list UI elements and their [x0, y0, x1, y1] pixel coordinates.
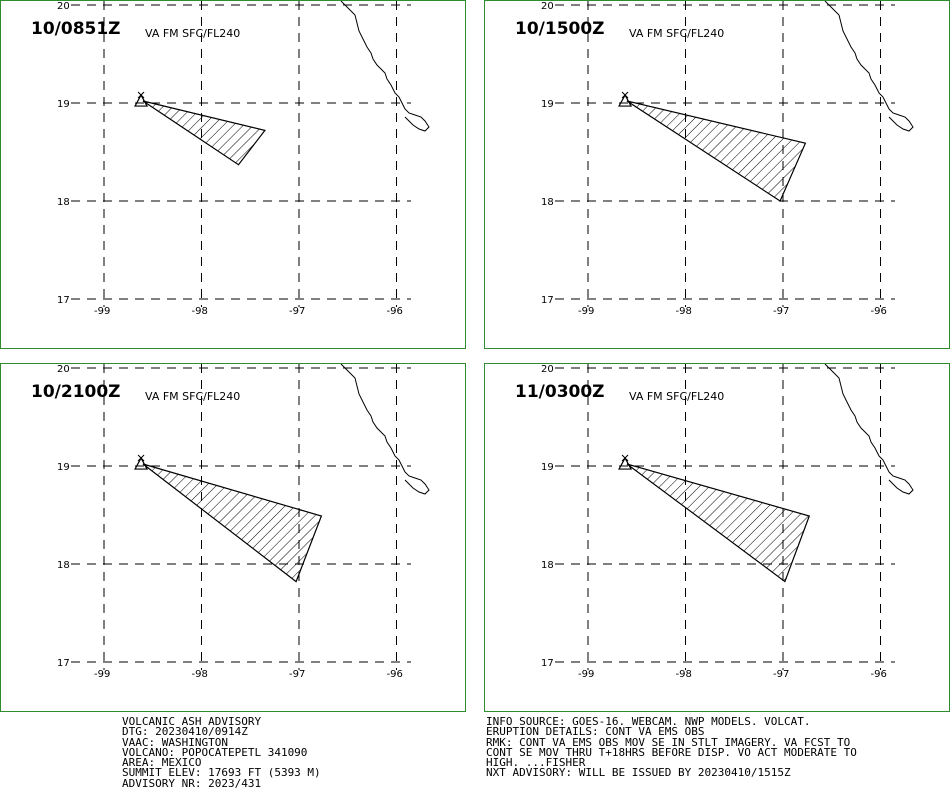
- forecast-panel-4: 20 19 18 17 -99 -98 -97 -96 11/0300Z VA FM SFC/…: [484, 363, 950, 712]
- lon-tick-label: -96: [387, 669, 403, 680]
- advisory-line: VOLCANO: POPOCATEPETL 341090: [122, 745, 308, 759]
- lat-tick-label: 18: [541, 197, 554, 208]
- lon-tick-label: -96: [387, 306, 403, 317]
- lon-tick-label: -97: [773, 669, 789, 680]
- panel-time: 10/0851Z: [31, 19, 121, 39]
- lat-tick-label: 20: [541, 364, 554, 375]
- volcano-icon: [134, 456, 149, 470]
- ash-cloud-polygon: [142, 463, 323, 583]
- panel-time: 10/1500Z: [515, 19, 605, 39]
- lon-tick-label: -96: [871, 306, 887, 317]
- lon-tick-label: -99: [578, 306, 594, 317]
- volcano-icon: [618, 93, 633, 107]
- forecast-panel-2: 20 19 18 17 -99 -98 -97 -96 10/1500Z VA FM SFC/…: [484, 0, 950, 349]
- lon-tick-label: -96: [871, 669, 887, 680]
- lon-tick-label: -97: [289, 669, 305, 680]
- advisory-line: ERUPTION DETAILS: CONT VA EMS OBS: [486, 725, 705, 739]
- ash-cloud-polygon: [142, 100, 266, 166]
- advisory-line: RMK: CONT VA EMS OBS MOV SE IN STLT IMAG…: [486, 735, 851, 749]
- lat-tick-label: 20: [57, 1, 70, 12]
- lon-tick-label: -99: [94, 669, 110, 680]
- lat-tick-label: 19: [541, 99, 554, 110]
- lon-tick-label: -99: [578, 669, 594, 680]
- panel-level: VA FM SFC/FL240: [629, 27, 725, 40]
- advisory-line: NXT ADVISORY: WILL BE ISSUED BY 20230410…: [486, 766, 791, 780]
- volcano-mark: [621, 91, 629, 99]
- advisory-line: INFO SOURCE: GOES-16. WEBCAM. NWP MODELS…: [486, 715, 811, 728]
- advisory-line: SUMMIT ELEV: 17693 FT (5393 M): [122, 766, 321, 780]
- forecast-panel-1: 20 19 18 17 -99 -98 -97 -96 10/0851Z VA FM SFC/…: [0, 0, 466, 349]
- map-canvas: 20 19 18 17 -99 -98 -97 -96: [541, 1, 914, 317]
- panel-time: 10/2100Z: [31, 382, 121, 402]
- volcano-mark: [137, 454, 145, 462]
- lat-tick-label: 18: [57, 197, 70, 208]
- lon-tick-label: -98: [676, 306, 692, 317]
- lat-tick-label: 17: [57, 295, 70, 306]
- lat-tick-label: 18: [57, 560, 70, 571]
- lat-tick-label: 20: [541, 1, 554, 12]
- volcano-icon: [134, 93, 149, 107]
- coastline: [340, 1, 430, 132]
- advisory-line: ADVISORY NR: 2023/431: [122, 776, 262, 790]
- coastline: [340, 364, 430, 495]
- lat-tick-label: 17: [541, 658, 554, 669]
- lon-tick-label: -98: [676, 669, 692, 680]
- advisory-line: CONT SE MOV THRU T+18HRS BEFORE DISP. VO…: [486, 745, 857, 759]
- lon-tick-label: -97: [773, 306, 789, 317]
- panel-level: VA FM SFC/FL240: [145, 27, 241, 40]
- panel-level: VA FM SFC/FL240: [145, 390, 241, 403]
- lat-tick-label: 20: [57, 364, 70, 375]
- volcano-icon: [618, 456, 633, 470]
- panel-time: 11/0300Z: [515, 382, 605, 402]
- advisory-line: AREA: MEXICO: [122, 756, 202, 770]
- advisory-line: DTG: 20230410/0914Z: [122, 725, 248, 739]
- coastline: [824, 364, 914, 495]
- lon-tick-label: -97: [289, 306, 305, 317]
- lat-tick-label: 19: [57, 99, 70, 110]
- panel-level: VA FM SFC/FL240: [629, 390, 725, 403]
- advisory-line: VOLCANIC ASH ADVISORY: [122, 715, 262, 728]
- ash-cloud-polygon: [626, 463, 811, 583]
- advisory-details-text: INFO SOURCE: GOES-16. WEBCAM. NWP MODELS…: [486, 715, 857, 780]
- map-canvas: 20 19 18 17 -99 -98 -97 -96: [541, 364, 914, 680]
- volcano-mark: [621, 454, 629, 462]
- forecast-panel-3: 20 19 18 17 -99 -98 -97 -96 10/2100Z VA FM SFC/…: [0, 363, 466, 712]
- lat-tick-label: 17: [57, 658, 70, 669]
- coastline: [824, 1, 914, 132]
- advisory-line: HIGH. ...FISHER: [486, 756, 586, 770]
- lon-tick-label: -99: [94, 306, 110, 317]
- lon-tick-label: -98: [192, 669, 208, 680]
- volcano-mark: [137, 91, 145, 99]
- map-canvas: 20 19 18 17 -99 -98 -97 -96: [57, 364, 430, 680]
- advisory-line: VAAC: WASHINGTON: [122, 735, 228, 749]
- lon-tick-label: -98: [192, 306, 208, 317]
- map-canvas: 20 19 18 17 -99 -98 -97 -96: [57, 1, 430, 317]
- lat-tick-label: 19: [541, 462, 554, 473]
- lat-tick-label: 18: [541, 560, 554, 571]
- lat-tick-label: 17: [541, 295, 554, 306]
- ash-cloud-polygon: [626, 100, 807, 202]
- advisory-header-text: VOLCANIC ASH ADVISORY DTG: 20230410/0914…: [122, 715, 321, 790]
- lat-tick-label: 19: [57, 462, 70, 473]
